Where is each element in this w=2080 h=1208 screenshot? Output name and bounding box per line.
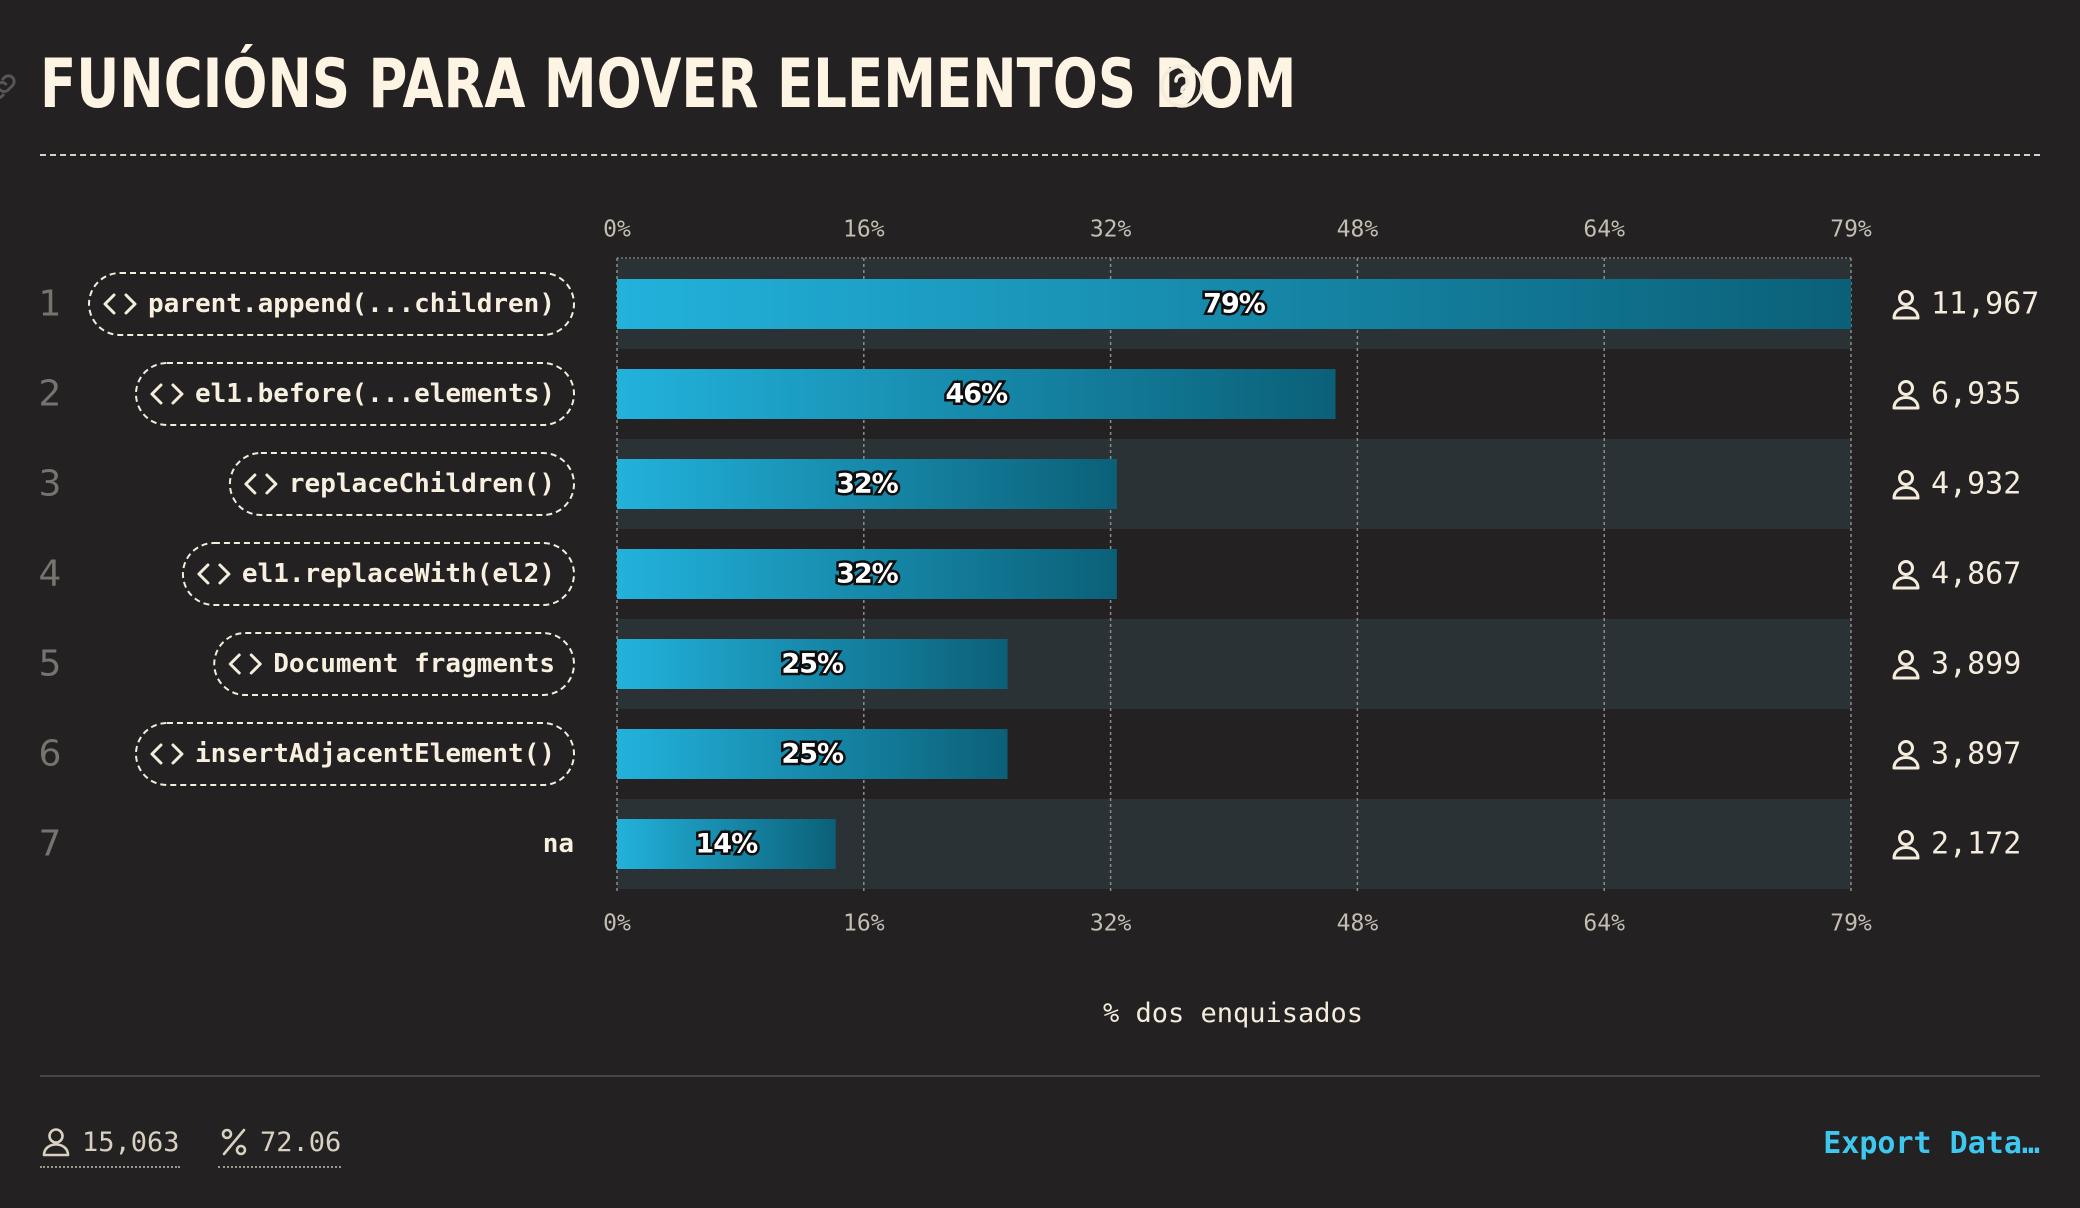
- user-icon: [1892, 470, 1920, 500]
- rank-number: 4: [39, 554, 62, 595]
- x-tick-label-bottom: 32%: [1090, 911, 1132, 937]
- row-label[interactable]: parent.append(...children): [88, 272, 575, 336]
- bar-chart: 79% 46% 32% 32% 25% 25% 14% 1 parent.append(...…: [39, 217, 2040, 1030]
- x-tick-label-top: 32%: [1090, 217, 1132, 243]
- category-label: parent.append(...children): [148, 289, 555, 319]
- x-tick-label-bottom: 64%: [1583, 911, 1625, 937]
- bar-value-label: 32%: [836, 559, 899, 590]
- bar-value-label: 46%: [945, 379, 1008, 410]
- x-axis-label: % dos enquisados: [1103, 998, 1363, 1029]
- user-icon: [1892, 290, 1920, 320]
- link-icon[interactable]: [0, 70, 20, 104]
- category-label: na: [543, 829, 574, 859]
- export-data-button[interactable]: Export Data…: [1823, 1126, 2040, 1161]
- bar[interactable]: [617, 729, 1008, 779]
- category-label: Document fragments: [273, 649, 555, 679]
- bar[interactable]: [617, 369, 1336, 419]
- x-tick-label-top: 48%: [1337, 217, 1379, 243]
- bar-value-label: 14%: [696, 829, 759, 860]
- user-icon: [1892, 830, 1920, 860]
- row-label[interactable]: el1.replaceWith(el2): [181, 542, 575, 606]
- respondent-count: 6,935: [1931, 377, 2021, 412]
- row-label[interactable]: insertAdjacentElement(): [134, 722, 575, 786]
- respondent-count: 3,897: [1931, 737, 2021, 772]
- respondents-count: 15,063: [82, 1126, 180, 1158]
- category-label: replaceChildren(): [289, 469, 555, 499]
- bar-value-label: 25%: [781, 649, 844, 680]
- x-tick-label-bottom: 0%: [603, 911, 631, 937]
- bar[interactable]: [617, 549, 1117, 599]
- code-icon: [197, 563, 231, 585]
- x-tick-label-top: 64%: [1583, 217, 1625, 243]
- help-icon[interactable]: [1158, 62, 1206, 110]
- percentage-value: 72.06: [260, 1126, 342, 1158]
- row-label: na: [543, 829, 574, 859]
- code-icon: [150, 383, 184, 405]
- x-tick-label-top: 79%: [1830, 217, 1872, 243]
- user-icon: [1892, 740, 1920, 770]
- row-label[interactable]: el1.before(...elements): [134, 362, 575, 426]
- user-icon: [1892, 560, 1920, 590]
- percent-icon: [221, 1128, 247, 1156]
- category-label: el1.before(...elements): [195, 379, 555, 409]
- rank-number: 1: [39, 284, 62, 325]
- row-label[interactable]: replaceChildren(): [228, 452, 575, 516]
- label-pill: [228, 452, 575, 516]
- category-label: insertAdjacentElement(): [195, 739, 555, 769]
- title-divider: [40, 154, 2040, 156]
- x-tick-label-top: 16%: [843, 217, 885, 243]
- user-icon: [1892, 380, 1920, 410]
- bar[interactable]: [617, 459, 1117, 509]
- rank-number: 2: [39, 374, 62, 415]
- code-icon: [244, 473, 278, 495]
- respondent-count: 4,932: [1931, 467, 2021, 502]
- x-tick-label-top: 0%: [603, 217, 631, 243]
- label-pill: [134, 362, 575, 426]
- label-pill: [88, 272, 575, 336]
- category-label: el1.replaceWith(el2): [242, 559, 555, 589]
- user-icon: [1892, 650, 1920, 680]
- page-title: FUNCIÓNS PARA MOVER ELEMENTOS DOM: [40, 45, 1297, 124]
- bar-value-label: 79%: [1203, 289, 1266, 320]
- bar-value-label: 25%: [781, 739, 844, 770]
- rank-number: 5: [39, 644, 62, 685]
- label-pill: [213, 632, 575, 696]
- footer-divider: [40, 1075, 2040, 1077]
- respondent-count: 3,899: [1931, 647, 2021, 682]
- rank-number: 6: [39, 734, 62, 775]
- rank-number: 7: [39, 824, 62, 865]
- respondent-count: 2,172: [1931, 827, 2021, 862]
- x-tick-label-bottom: 79%: [1830, 911, 1872, 937]
- respondent-count: 4,867: [1931, 557, 2021, 592]
- label-pill: [181, 542, 575, 606]
- bar-value-label: 32%: [836, 469, 899, 500]
- bar[interactable]: [617, 279, 1851, 329]
- percentage-stat[interactable]: 72.06: [218, 1122, 342, 1168]
- bar[interactable]: [617, 639, 1008, 689]
- x-tick-label-bottom: 48%: [1337, 911, 1379, 937]
- row-label[interactable]: Document fragments: [213, 632, 575, 696]
- rank-number: 3: [39, 464, 62, 505]
- respondent-count: 11,967: [1931, 287, 2039, 322]
- label-pill: [134, 722, 575, 786]
- code-icon: [228, 653, 262, 675]
- code-icon: [103, 293, 137, 315]
- respondents-stat[interactable]: 15,063: [40, 1122, 180, 1168]
- bar[interactable]: [617, 819, 836, 869]
- code-icon: [150, 743, 184, 765]
- x-tick-label-bottom: 16%: [843, 911, 885, 937]
- user-icon: [42, 1128, 70, 1157]
